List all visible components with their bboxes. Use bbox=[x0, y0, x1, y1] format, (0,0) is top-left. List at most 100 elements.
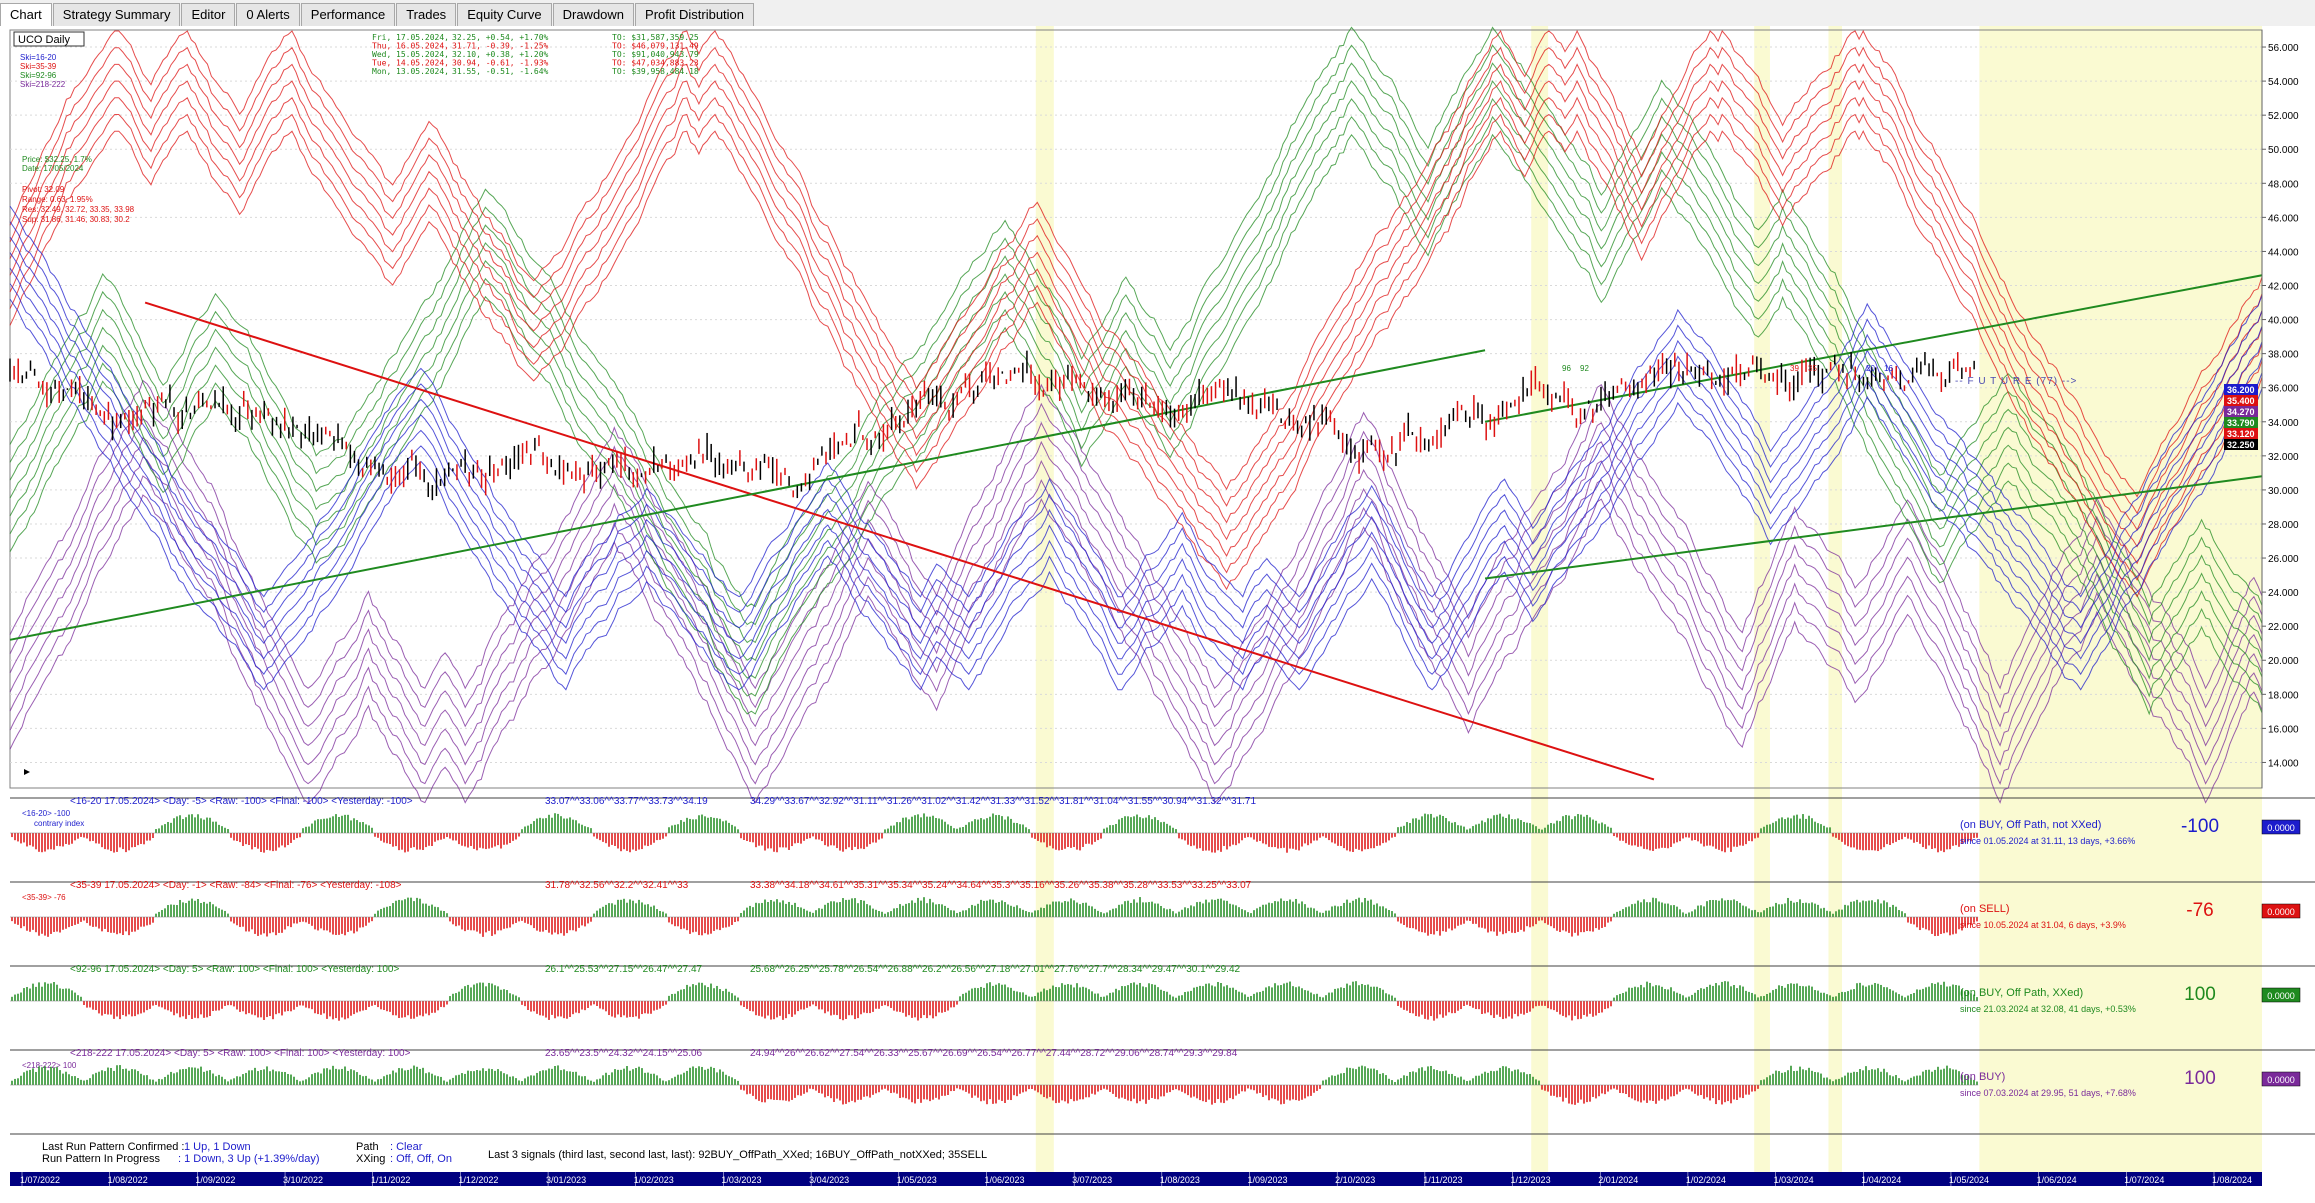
panel-since: since 21.03.2024 at 32.08, 41 days, +0.5… bbox=[1960, 1004, 2136, 1014]
future-zone bbox=[1979, 26, 2262, 1175]
price-badge bbox=[2224, 439, 2258, 450]
panel-header: <92-96 17.05.2024> <Day: 5> <Raw: 100> <… bbox=[70, 964, 399, 975]
date-label: 1/03/2024 bbox=[1774, 1175, 1814, 1185]
y-tick-label: 38.000 bbox=[2268, 350, 2299, 361]
y-tick-label: 28.000 bbox=[2268, 520, 2299, 531]
price-badge bbox=[2224, 384, 2258, 395]
ski-ribbon-line bbox=[9, 398, 2263, 709]
summary-turnover: TO: $47,034,883.23 bbox=[612, 59, 699, 68]
panel-numbers-2: 34.29^^33.67^^32.92^^31.11^^31.26^^31.02… bbox=[750, 796, 1256, 807]
summary-values: 30.94, -0.61, -1.93% bbox=[452, 59, 549, 68]
panel-numbers-2: 25.68^^26.25^^25.78^^26.54^^26.88^^26.2^… bbox=[750, 964, 1241, 975]
ski-ribbon-line bbox=[9, 221, 2263, 614]
ski-ribbon-line bbox=[9, 113, 2263, 581]
indicator-panels: <16-20 17.05.2024> <Day: -5> <Raw: -100>… bbox=[10, 796, 2315, 1135]
future-label: -- F U T U R E (77) --> bbox=[1955, 376, 2077, 387]
path-label: Path bbox=[356, 1141, 379, 1153]
price-badge-value: 33.790 bbox=[2227, 418, 2255, 428]
summary-day: Thu, bbox=[372, 42, 391, 51]
y-tick-label: 14.000 bbox=[2268, 758, 2299, 769]
price-badge-value: 36.200 bbox=[2227, 385, 2255, 395]
tab-profit-distribution[interactable]: Profit Distribution bbox=[635, 3, 755, 26]
y-tick-label: 42.000 bbox=[2268, 282, 2299, 293]
range-label: Range: 0.63, 1.95% bbox=[22, 195, 93, 204]
summary-day: Wed, bbox=[372, 50, 391, 59]
chart-area[interactable]: 56.000 54.000 52.000 50.000 48.000 46.000 44.0… bbox=[0, 26, 2315, 1203]
ski-ribbon-line bbox=[9, 115, 2263, 698]
panel-numbers-2: 33.38^^34.18^^34.61^^35.31^^35.34^^35.24… bbox=[750, 880, 1252, 891]
y-tick-label: 32.000 bbox=[2268, 452, 2299, 463]
tab-chart[interactable]: Chart bbox=[0, 3, 52, 27]
tab-trades[interactable]: Trades bbox=[396, 3, 457, 26]
panel-badge bbox=[2261, 1071, 2301, 1087]
date-strip: 1/07/2022 1/08/2022 1/09/2022 3/10/2022 1/11… bbox=[10, 1172, 2262, 1186]
panel-side-label: <218-222> 100 bbox=[22, 1061, 77, 1070]
date-label: 1/03/2023 bbox=[721, 1175, 761, 1185]
date-label: 3/10/2022 bbox=[283, 1175, 323, 1185]
green-channel-top bbox=[1484, 274, 2263, 423]
ski-ribbon-line bbox=[9, 283, 2263, 676]
panel-side-label: <35-39> -76 bbox=[22, 893, 66, 902]
ski-ribbon-line bbox=[9, 79, 2263, 548]
summary-date: 15.05.2024, bbox=[396, 50, 449, 59]
panel-signal: (on SELL) bbox=[1960, 903, 2010, 915]
panel-score: -76 bbox=[2186, 900, 2213, 921]
panel-badge-value: 0.0000 bbox=[2267, 907, 2295, 917]
tab-drawdown[interactable]: Drawdown bbox=[552, 3, 635, 26]
ski-ribbon-line bbox=[9, 46, 2263, 515]
date-label: 1/07/2024 bbox=[2124, 1175, 2164, 1185]
chart-title-box bbox=[13, 31, 85, 47]
y-tick-label: 22.000 bbox=[2268, 622, 2299, 633]
ski-ribbon-line bbox=[9, 475, 2263, 785]
panel-numbers-1: 31.78^^32.56^^32.2^^32.41^^33 bbox=[545, 880, 689, 891]
date-label: 1/07/2022 bbox=[20, 1175, 60, 1185]
panel-side-label: <16-20> -100 bbox=[22, 809, 71, 818]
peak-label: 35 bbox=[1808, 364, 1817, 373]
support-label: Sup: 31.86, 31.46, 30.83, 30.2 bbox=[22, 215, 130, 224]
tab-performance[interactable]: Performance bbox=[300, 3, 396, 26]
y-tick-label: 56.000 bbox=[2268, 43, 2299, 54]
date-strip-bg bbox=[10, 1172, 2262, 1186]
summary-date: 13.05.2024, bbox=[396, 67, 449, 76]
date-label: 1/05/2024 bbox=[1949, 1175, 1989, 1185]
ski-ribbon-line bbox=[9, 298, 2263, 691]
date-label: 1/06/2023 bbox=[984, 1175, 1024, 1185]
ski-ribbon-line bbox=[9, 80, 2263, 662]
y-tick-label: 52.000 bbox=[2268, 111, 2299, 122]
panel-numbers-1: 26.1^^25.53^^27.15^^26.47^^27.47 bbox=[545, 964, 703, 975]
peak-label: 16 bbox=[1884, 364, 1893, 373]
date-label: 1/04/2024 bbox=[1861, 1175, 1901, 1185]
y-tick-label: 16.000 bbox=[2268, 724, 2299, 735]
panel-header: <35-39 17.05.2024> <Day: -1> <Raw: -84> … bbox=[70, 880, 402, 891]
legend-entry: Ski=16-20 bbox=[20, 53, 57, 62]
panel-badge bbox=[2261, 903, 2301, 919]
y-tick-label: 46.000 bbox=[2268, 213, 2299, 224]
y-tick-label: 44.000 bbox=[2268, 247, 2299, 258]
panel-badge-value: 0.0000 bbox=[2267, 1075, 2295, 1085]
y-tick-label: 34.000 bbox=[2268, 418, 2299, 429]
tab-editor[interactable]: Editor bbox=[181, 3, 236, 26]
ski-ribbon-line bbox=[9, 130, 2263, 598]
run-confirmed-value: 1 Up, 1 Down bbox=[184, 1141, 251, 1153]
panel-header: <218-222 17.05.2024> <Day: 5> <Raw: 100>… bbox=[70, 1048, 411, 1059]
summary-date: 17.05.2024, bbox=[396, 33, 449, 42]
resistance-label: Res: 32.49, 32.72, 33.35, 33.98 bbox=[22, 205, 135, 214]
panel-score: -100 bbox=[2181, 816, 2219, 837]
tab-0-alerts[interactable]: 0 Alerts bbox=[236, 3, 300, 26]
date-label: 1/08/2022 bbox=[108, 1175, 148, 1185]
chart-labels: UCO Daily Ski=16-20Ski=35-39Ski=92-96Ski=… bbox=[13, 31, 2258, 775]
ski-ribbon-line bbox=[9, 29, 2263, 498]
summary-date: 16.05.2024, bbox=[396, 42, 449, 51]
grid bbox=[9, 29, 2263, 789]
tab-strategy-summary[interactable]: Strategy Summary bbox=[52, 3, 181, 26]
tab-equity-curve[interactable]: Equity Curve bbox=[457, 3, 552, 26]
date-label: 1/12/2022 bbox=[458, 1175, 498, 1185]
price-axis: 56.000 54.000 52.000 50.000 48.000 46.000 44.0… bbox=[2261, 30, 2299, 788]
run-progress-value: : 1 Down, 3 Up (+1.39%/day) bbox=[178, 1153, 320, 1165]
panel-since: since 07.03.2024 at 29.95, 51 days, +7.6… bbox=[1960, 1088, 2136, 1098]
date-label: Date: 17/05/2024 bbox=[22, 164, 84, 173]
date-label: 1/02/2023 bbox=[634, 1175, 674, 1185]
highlight-band bbox=[1754, 26, 1770, 1175]
date-label: 2/01/2024 bbox=[1598, 1175, 1638, 1185]
pivot-label: Pivot: 32.09 bbox=[22, 185, 65, 194]
